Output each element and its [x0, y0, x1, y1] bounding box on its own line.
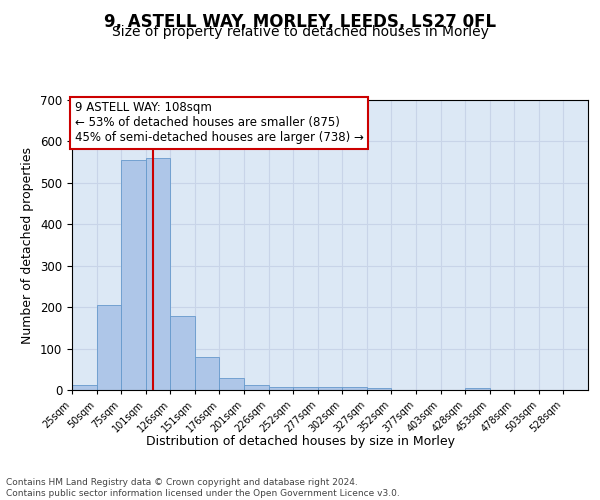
Bar [342, 387, 367, 390]
Text: Contains HM Land Registry data © Crown copyright and database right 2024.
Contai: Contains HM Land Registry data © Crown c… [6, 478, 400, 498]
Text: 9 ASTELL WAY: 108sqm
← 53% of detached houses are smaller (875)
45% of semi-deta: 9 ASTELL WAY: 108sqm ← 53% of detached h… [74, 102, 364, 144]
Bar [195, 357, 220, 390]
Text: Size of property relative to detached houses in Morley: Size of property relative to detached ho… [112, 25, 488, 39]
Bar [318, 387, 342, 390]
Bar [121, 160, 146, 390]
Bar [244, 385, 269, 390]
Text: 9, ASTELL WAY, MORLEY, LEEDS, LS27 0FL: 9, ASTELL WAY, MORLEY, LEEDS, LS27 0FL [104, 12, 496, 30]
Bar [72, 385, 97, 390]
Y-axis label: Number of detached properties: Number of detached properties [22, 146, 34, 344]
Text: Distribution of detached houses by size in Morley: Distribution of detached houses by size … [146, 435, 455, 448]
Bar [465, 388, 490, 390]
Bar [220, 378, 244, 390]
Bar [170, 316, 195, 390]
Bar [269, 387, 293, 390]
Bar [97, 306, 121, 390]
Bar [367, 388, 391, 390]
Bar [146, 158, 170, 390]
Bar [293, 387, 318, 390]
